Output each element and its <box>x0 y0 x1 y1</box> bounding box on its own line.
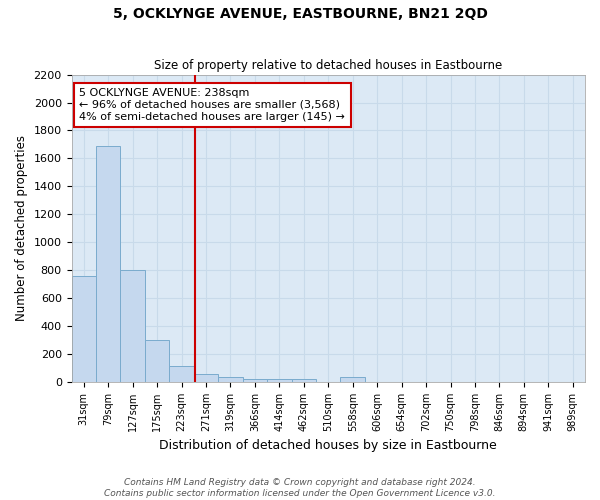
Bar <box>292 378 316 382</box>
Text: 5, OCKLYNGE AVENUE, EASTBOURNE, BN21 2QD: 5, OCKLYNGE AVENUE, EASTBOURNE, BN21 2QD <box>113 8 487 22</box>
Y-axis label: Number of detached properties: Number of detached properties <box>15 136 28 322</box>
X-axis label: Distribution of detached houses by size in Eastbourne: Distribution of detached houses by size … <box>160 440 497 452</box>
Text: 5 OCKLYNGE AVENUE: 238sqm
← 96% of detached houses are smaller (3,568)
4% of sem: 5 OCKLYNGE AVENUE: 238sqm ← 96% of detac… <box>79 88 345 122</box>
Bar <box>340 377 365 382</box>
Bar <box>145 340 169 382</box>
Text: Contains HM Land Registry data © Crown copyright and database right 2024.
Contai: Contains HM Land Registry data © Crown c… <box>104 478 496 498</box>
Bar <box>121 270 145 382</box>
Bar <box>242 378 267 382</box>
Bar <box>169 366 194 382</box>
Bar <box>218 377 242 382</box>
Bar <box>194 374 218 382</box>
Bar <box>267 378 292 382</box>
Bar <box>96 146 121 382</box>
Bar <box>71 276 96 382</box>
Title: Size of property relative to detached houses in Eastbourne: Size of property relative to detached ho… <box>154 59 502 72</box>
